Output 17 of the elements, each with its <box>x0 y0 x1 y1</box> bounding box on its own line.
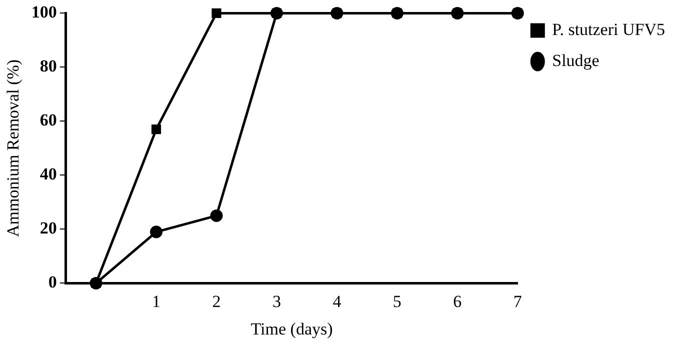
x-axis-title: Time (days) <box>250 319 333 338</box>
legend-label: Sludge <box>552 50 600 70</box>
y-tick-label: 80 <box>40 56 57 76</box>
y-tick-label: 60 <box>40 110 57 130</box>
x-tick-label: 7 <box>513 292 522 311</box>
x-tick-label: 1 <box>152 292 160 311</box>
y-tick-label: 40 <box>40 164 57 184</box>
x-tick-label: 3 <box>272 292 281 311</box>
legend-label: P. stutzeri UFV5 <box>552 20 666 39</box>
y-tick-label: 0 <box>48 272 57 292</box>
x-tick-label: 5 <box>392 292 402 311</box>
x-tick-label: 2 <box>212 292 221 311</box>
x-tick-label: 6 <box>453 292 462 311</box>
y-tick-label: 100 <box>31 2 57 22</box>
y-axis-title: Ammonium Removal (%) <box>4 59 23 237</box>
y-tick-label: 20 <box>40 218 57 238</box>
x-tick-label: 4 <box>332 292 342 311</box>
